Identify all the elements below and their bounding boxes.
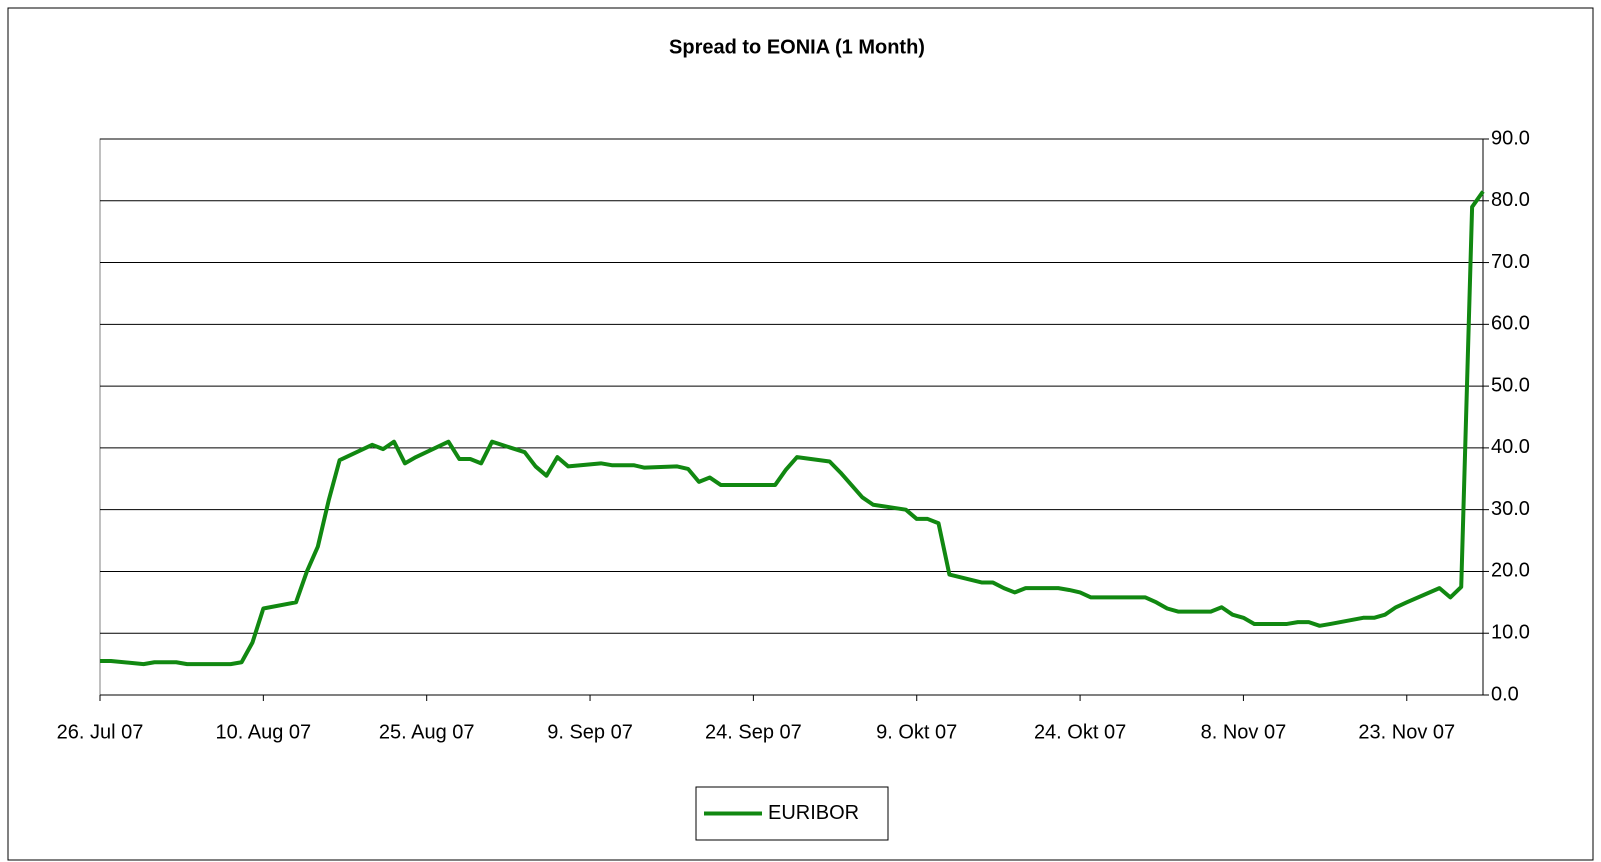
x-tick-label: 23. Nov 07: [1358, 721, 1455, 743]
data-line: [100, 190, 1485, 667]
y-tick-label: 60.0: [1491, 313, 1530, 335]
x-tick-label: 9. Sep 07: [547, 721, 633, 743]
y-tick-label: 0.0: [1491, 683, 1519, 705]
x-tick-label: 8. Nov 07: [1201, 721, 1287, 743]
y-tick-label: 50.0: [1491, 374, 1530, 396]
y-tick-label: 10.0: [1491, 622, 1530, 644]
x-tick-label: 26. Jul 07: [57, 721, 144, 743]
y-tick-label: 40.0: [1491, 436, 1530, 458]
x-tick-label: 25. Aug 07: [379, 721, 475, 743]
y-tick-label: 80.0: [1491, 189, 1530, 211]
x-tick-label: 9. Okt 07: [876, 721, 957, 743]
y-tick-label: 90.0: [1491, 127, 1530, 149]
legend-label: EURIBOR: [768, 802, 859, 824]
y-tick-label: 20.0: [1491, 560, 1530, 582]
y-tick-label: 30.0: [1491, 498, 1530, 520]
x-tick-label: 24. Okt 07: [1034, 721, 1126, 743]
plot-area: [99, 138, 1484, 696]
chart-title: Spread to EONIA (1 Month): [669, 36, 925, 58]
x-tick-label: 10. Aug 07: [216, 721, 312, 743]
x-tick-label: 24. Sep 07: [705, 721, 802, 743]
y-tick-label: 70.0: [1491, 251, 1530, 273]
